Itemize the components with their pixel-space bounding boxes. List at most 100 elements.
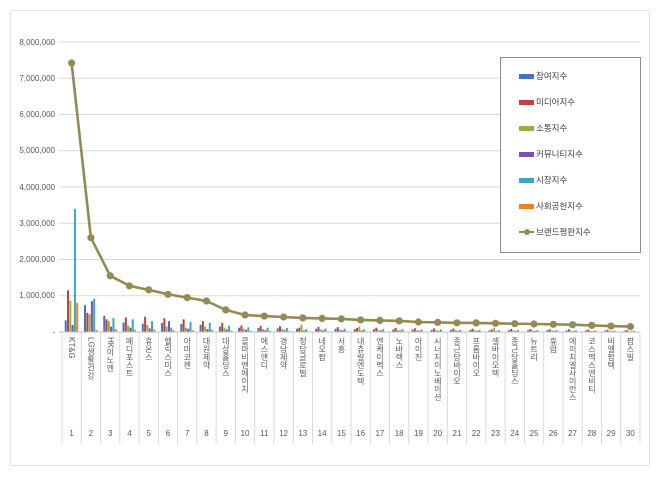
legend-label: 시장지수 <box>536 175 568 185</box>
bar-소통지수 <box>570 330 573 332</box>
category-label-text: 시너지이노베이션 <box>433 337 443 401</box>
legend-item-브랜드평판지수: 브랜드평판지수 <box>519 226 634 238</box>
bar-참여지수 <box>623 330 626 332</box>
bar-시장지수 <box>382 329 385 332</box>
line-marker <box>434 318 442 326</box>
bar-참여지수 <box>507 330 510 332</box>
bar-미디어지수 <box>356 328 359 332</box>
bar-미디어지수 <box>433 328 436 333</box>
legend-line-marker-icon <box>523 229 530 235</box>
bar-사회공헌지수 <box>249 330 252 332</box>
bar-미디어지수 <box>259 325 262 332</box>
category-label-text: 아이진 <box>414 337 424 361</box>
bar-시장지수 <box>208 322 211 332</box>
legend-label: 커뮤니티지수 <box>536 149 583 159</box>
line-marker <box>68 59 76 67</box>
category-label-text: HK이노엔 <box>105 337 115 373</box>
bar-소통지수 <box>146 324 149 332</box>
category-label-text: 에스앤디 <box>259 337 269 369</box>
category-label: 종근당홀딩스 <box>506 337 524 423</box>
bar-소통지수 <box>300 324 303 332</box>
bar-사회공헌지수 <box>153 329 156 332</box>
bar-참여지수 <box>392 329 395 332</box>
bar-미디어지수 <box>529 329 532 332</box>
bar-미디어지수 <box>201 321 204 333</box>
bar-참여지수 <box>565 330 568 332</box>
bar-사회공헌지수 <box>211 329 214 332</box>
bar-소통지수 <box>69 300 72 332</box>
bar-미디어지수 <box>278 326 281 332</box>
category-label: 노바렉스 <box>390 337 408 423</box>
bar-커뮤니티지수 <box>302 330 305 332</box>
bar-참여지수 <box>315 328 318 332</box>
category-label: HK이노엔 <box>101 337 119 423</box>
bar-미디어지수 <box>105 319 108 332</box>
line-marker <box>376 316 384 324</box>
bar-시장지수 <box>613 330 616 332</box>
bar-커뮤니티지수 <box>264 330 267 332</box>
bar-미디어지수 <box>240 325 243 332</box>
category-label: LG생활건강 <box>82 337 100 423</box>
bar-소통지수 <box>204 326 207 332</box>
bar-미디어지수 <box>144 316 147 332</box>
bar-소통지수 <box>262 329 264 332</box>
bar-참여지수 <box>84 305 86 332</box>
bar-참여지수 <box>180 324 183 332</box>
category-label-text: 프롬바이오 <box>471 337 481 377</box>
bar-시장지수 <box>632 330 635 332</box>
bar-참여지수 <box>218 326 221 332</box>
line-marker <box>125 282 133 290</box>
rank-label: 30 <box>625 429 635 438</box>
category-label: 휴온스 <box>140 337 158 423</box>
bar-소통지수 <box>184 327 187 332</box>
bar-소통지수 <box>531 330 534 332</box>
line-marker <box>183 294 191 302</box>
bar-사회공헌지수 <box>268 330 271 332</box>
bar-참여지수 <box>546 330 549 332</box>
bar-소통지수 <box>493 327 496 332</box>
bar-소통지수 <box>88 314 91 332</box>
bar-미디어지수 <box>606 329 609 332</box>
rank-label: 1 <box>69 429 74 438</box>
bar-사회공헌지수 <box>114 329 117 332</box>
legend-label: 사회공헌지수 <box>536 201 583 211</box>
category-label: KT&G <box>63 337 81 423</box>
bar-참여지수 <box>527 330 530 332</box>
bar-소통지수 <box>454 330 457 332</box>
legend-item-시장지수: 시장지수 <box>519 174 634 186</box>
rank-label: 24 <box>510 429 520 438</box>
line-marker <box>222 306 230 314</box>
line-marker <box>511 320 519 328</box>
bar-참여지수 <box>353 329 356 332</box>
category-label-text: 경남제약 <box>279 337 289 369</box>
rank-label: 19 <box>413 429 423 438</box>
line-marker <box>280 313 288 321</box>
legend-swatch-icon <box>519 177 534 183</box>
bar-커뮤니티지수 <box>360 330 363 332</box>
bar-미디어지수 <box>510 328 513 332</box>
category-label-text: 헬릭스미스 <box>163 337 173 377</box>
category-label-text: 셀바이오텍 <box>491 337 501 377</box>
y-tick-label: 5,000,000 <box>19 146 55 156</box>
bar-시장지수 <box>112 318 115 332</box>
bar-미디어지수 <box>86 312 89 332</box>
bar-소통지수 <box>223 327 226 332</box>
bar-미디어지수 <box>182 319 185 332</box>
y-tick-label: - <box>52 327 55 337</box>
bar-미디어지수 <box>124 317 127 332</box>
line-marker <box>318 314 326 322</box>
bar-커뮤니티지수 <box>129 327 132 332</box>
line-marker <box>491 319 500 327</box>
bar-커뮤니티지수 <box>418 330 421 332</box>
bar-소통지수 <box>281 329 284 332</box>
category-label-text: 네오팜 <box>317 337 327 361</box>
bar-참여지수 <box>450 329 453 332</box>
legend-swatch-icon <box>519 73 534 79</box>
rank-label: 29 <box>606 429 616 438</box>
bar-미디어지수 <box>548 329 551 332</box>
line-marker <box>569 321 577 329</box>
line-marker <box>472 319 480 327</box>
y-tick-label: 1,000,000 <box>19 291 55 301</box>
bar-시장지수 <box>401 329 404 332</box>
bar-시장지수 <box>131 319 134 332</box>
